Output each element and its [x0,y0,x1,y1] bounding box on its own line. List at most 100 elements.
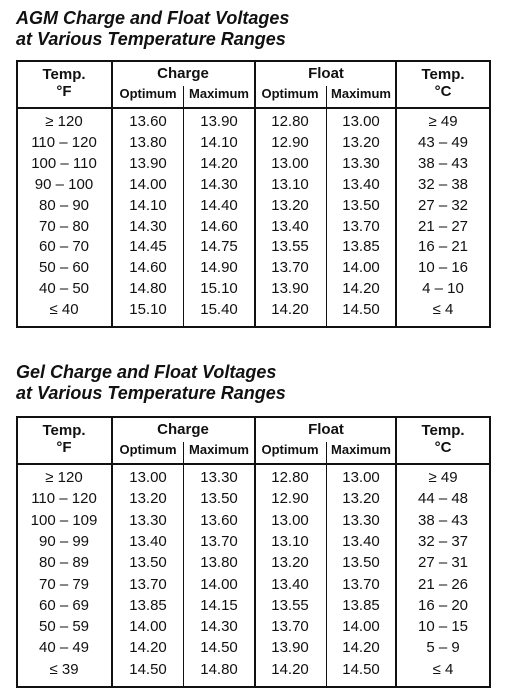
cell: 13.90 [200,113,238,130]
cell: 14.60 [200,217,238,235]
cell: 13.90 [271,280,309,298]
cell: 21 – 27 [417,217,469,235]
rule [16,60,18,328]
cell: 14.00 [342,618,380,636]
cell: ≤ 39 [49,660,79,678]
cell: 44 – 48 [417,490,469,508]
subheader: Optimum [119,86,177,101]
cell: 14.20 [129,639,167,657]
header: °C [434,439,452,456]
cell: 14.80 [129,280,167,298]
rule [16,416,18,688]
cell: 5 – 9 [426,639,460,657]
cell: 13.85 [342,238,380,256]
cell: 13.00 [342,469,380,486]
cell: 14.00 [200,575,238,593]
cell: 15.40 [200,301,238,319]
cell: 13.00 [271,154,309,172]
cell: 32 – 37 [417,532,469,550]
cell: 14.00 [129,175,167,193]
cell: ≥ 49 [428,469,458,486]
cell: 14.40 [200,196,238,214]
cell: 13.70 [129,575,167,593]
cell: 13.90 [271,639,309,657]
cell: 13.55 [271,238,309,256]
rule [16,107,491,109]
cell: 13.70 [342,217,380,235]
subheader: Maximum [331,442,391,457]
cell: 14.00 [129,618,167,636]
cell: 40 – 49 [38,639,90,657]
cell: 13.70 [271,259,309,277]
header: °F [56,83,72,100]
cell: 13.30 [200,469,238,486]
header: Temp. [42,66,86,83]
cell: 14.15 [200,596,238,614]
cell: 50 – 60 [38,259,90,277]
cell: 14.75 [200,238,238,256]
subheader: Optimum [119,442,177,457]
table-title: Gel Charge and Float Voltages [16,362,277,382]
rule [326,442,327,686]
header: Temp. [42,422,86,439]
cell: 13.70 [200,532,238,550]
cell: 13.70 [271,618,309,636]
cell: 80 – 89 [38,554,90,572]
cell: 10 – 16 [417,259,469,277]
rule [16,686,491,688]
cell: 21 – 26 [417,575,469,593]
cell: 14.60 [129,259,167,277]
cell: 14.90 [200,259,238,277]
cell: 10 – 15 [417,618,469,636]
subheader: Maximum [189,86,249,101]
cell: ≤ 4 [432,660,454,678]
cell: ≥ 49 [428,113,458,130]
rule [16,463,491,465]
table-title: at Various Temperature Ranges [16,383,286,403]
cell: 27 – 31 [417,554,469,572]
subheader: Maximum [189,442,249,457]
cell: 13.50 [200,490,238,508]
cell: 80 – 90 [38,196,90,214]
cell: 13.70 [342,575,380,593]
table-title: AGM Charge and Float Voltages [16,8,290,28]
rule [111,60,113,326]
cell: 13.90 [129,154,167,172]
rule [183,442,184,686]
cell: 14.30 [200,175,238,193]
cell: 100 – 109 [30,511,98,529]
cell: 14.20 [271,660,309,678]
cell: 16 – 21 [417,238,469,256]
cell: ≥ 120 [45,469,83,486]
cell: 38 – 43 [417,154,469,172]
rule [16,416,491,418]
cell: 14.10 [200,133,238,151]
cell: 70 – 79 [38,575,90,593]
cell: 14.00 [342,259,380,277]
cell: 40 – 50 [38,280,90,298]
cell: 14.20 [342,639,380,657]
rule [111,416,113,686]
cell: 13.10 [271,532,309,550]
cell: 12.90 [271,133,309,151]
cell: 43 – 49 [417,133,469,151]
cell: 14.20 [200,154,238,172]
cell: 27 – 32 [417,196,469,214]
cell: 13.20 [271,196,309,214]
cell: 100 – 110 [31,154,97,172]
cell: 13.60 [129,113,167,130]
cell: 38 – 43 [417,511,469,529]
subheader: Optimum [261,86,319,101]
header: °C [434,83,452,100]
cell: 32 – 38 [417,175,469,193]
header: Temp. [421,422,465,439]
rule [16,60,491,62]
cell: 14.50 [129,660,167,678]
cell: 13.30 [342,154,380,172]
cell: 15.10 [129,301,167,319]
cell: 14.30 [200,618,238,636]
cell: 13.60 [200,511,238,529]
rule [254,60,256,326]
cell: 13.10 [271,175,309,193]
cell: 14.80 [200,660,238,678]
